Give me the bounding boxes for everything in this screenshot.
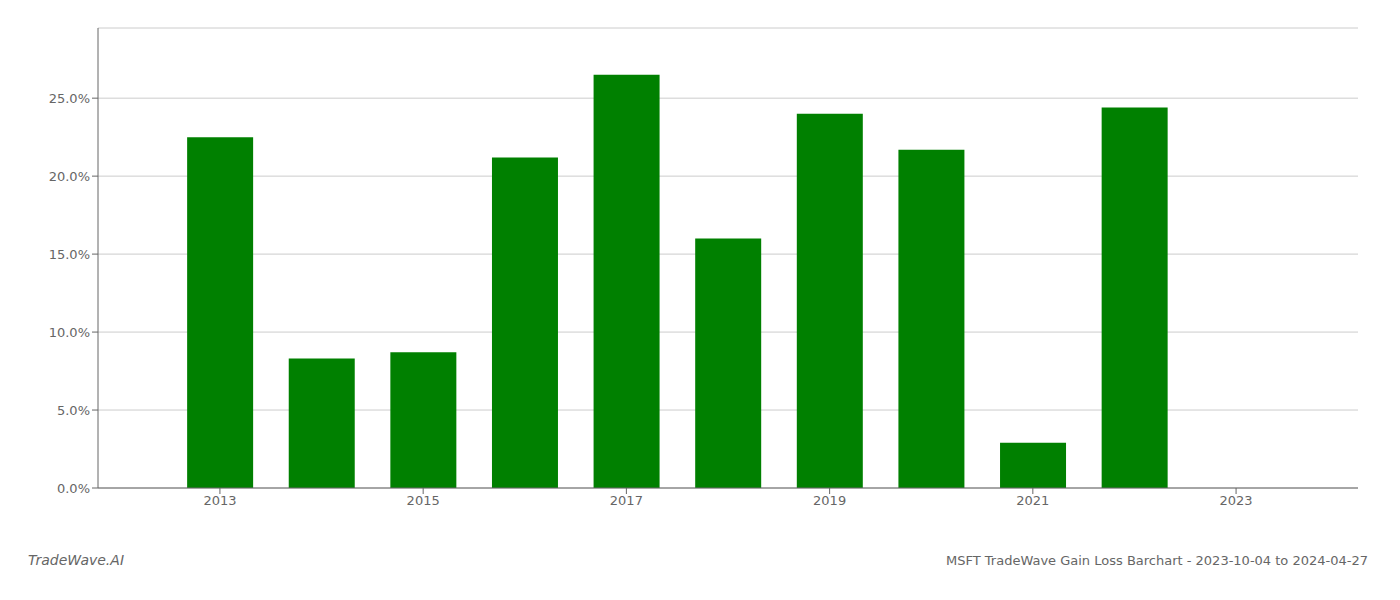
svg-text:15.0%: 15.0%	[49, 247, 90, 262]
svg-text:2015: 2015	[407, 493, 440, 508]
svg-text:2023: 2023	[1220, 493, 1253, 508]
svg-text:2021: 2021	[1016, 493, 1049, 508]
svg-text:5.0%: 5.0%	[57, 403, 90, 418]
svg-text:2013: 2013	[203, 493, 236, 508]
svg-text:2017: 2017	[610, 493, 643, 508]
svg-text:20.0%: 20.0%	[49, 169, 90, 184]
svg-text:25.0%: 25.0%	[49, 91, 90, 106]
svg-text:10.0%: 10.0%	[49, 325, 90, 340]
html-text:MSFT TradeWave Gain Loss Barch: MSFT TradeWave Gain Loss Barchart - 2023…	[946, 553, 1368, 568]
svg-text:2019: 2019	[813, 493, 846, 508]
svg-text:0.0%: 0.0%	[57, 481, 90, 496]
html-text:TradeWave.AI: TradeWave.AI	[28, 552, 124, 568]
